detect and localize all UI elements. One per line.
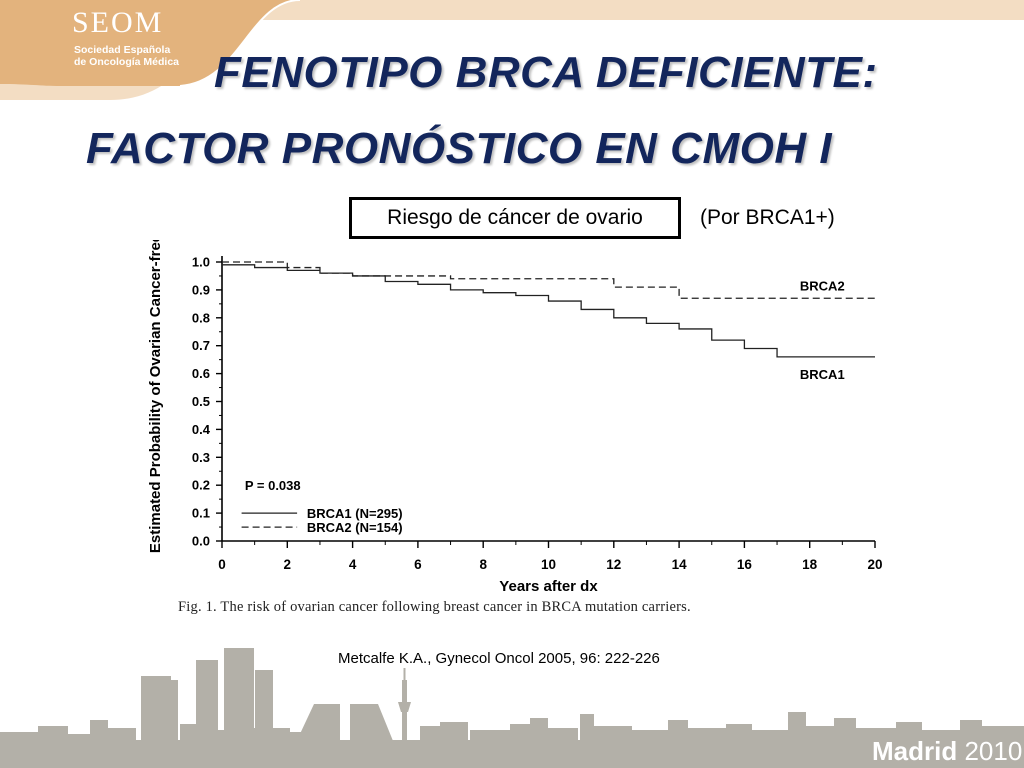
series-label-brca1: BRCA1	[800, 367, 845, 382]
skyline-building	[180, 724, 200, 768]
banner-edge-stroke	[179, 0, 301, 87]
x-tick-label: 4	[349, 557, 357, 572]
logo-subtitle-line1: Sociedad Española	[74, 44, 171, 56]
legend-label: BRCA2 (N=154)	[307, 520, 403, 535]
skyline-building	[66, 734, 92, 768]
y-tick-label: 1.0	[192, 255, 210, 270]
x-axis-label: Years after dx	[499, 578, 598, 595]
side-label: (Por BRCA1+)	[700, 206, 835, 229]
figure-caption: Fig. 1. The risk of ovarian cancer follo…	[178, 599, 691, 615]
chart-labels: 0.0 0.1 0.2 0.3 0.4 0.5 0.6 0.7 0.8 0.9 1.0 0 2 4 6 8 10…	[147, 240, 883, 595]
y-tick-label: 0.5	[192, 394, 210, 409]
x-tick-label: 2	[284, 557, 292, 572]
km-chart: 0.0 0.1 0.2 0.3 0.4 0.5 0.6 0.7 0.8 0.9 1.0 0 2 4 6 8 10…	[147, 240, 883, 595]
series-label-brca2: BRCA2	[800, 278, 845, 293]
skyline-building	[896, 722, 922, 768]
skyline-building	[38, 726, 68, 768]
x-tick-label: 20	[867, 557, 882, 572]
skyline-antenna-tower	[402, 680, 407, 768]
y-tick-label: 0.6	[192, 366, 210, 381]
p-value-annotation: P = 0.038	[245, 478, 301, 493]
skyline-building	[632, 730, 668, 768]
skyline-building	[592, 726, 632, 768]
seom-banner	[0, 0, 1024, 100]
legend-label: BRCA1 (N=295)	[307, 506, 403, 521]
x-tick-label: 12	[606, 557, 621, 572]
y-tick-label: 0.0	[192, 534, 210, 549]
y-axis-label: Estimated Probability of Ovarian Cancer-…	[147, 240, 164, 553]
skyline-building	[0, 732, 40, 768]
skyline-building	[788, 712, 806, 768]
skyline-building	[726, 724, 752, 768]
skyline-building	[804, 726, 834, 768]
chart-axes	[216, 256, 876, 548]
y-tick-label: 0.7	[192, 338, 210, 353]
logo-title: SEOM	[72, 6, 164, 39]
footer-year: 2010	[964, 736, 1023, 766]
logo-subtitle-line2: de Oncología Médica	[74, 56, 180, 68]
skyline-building	[580, 714, 594, 768]
x-tick-label: 8	[479, 557, 487, 572]
banner-dark-band	[0, 0, 300, 86]
y-tick-label: 0.2	[192, 478, 210, 493]
x-tick-label: 16	[737, 557, 753, 572]
skyline-building	[510, 724, 532, 768]
skyline-building	[90, 720, 108, 768]
skyline-building	[686, 728, 726, 768]
y-tick-label: 0.1	[192, 506, 210, 521]
y-tick-label: 0.9	[192, 282, 210, 297]
skyline-tower	[196, 660, 218, 768]
skyline-leaning-tower	[284, 704, 340, 768]
skyline-building	[440, 722, 468, 768]
skyline-building	[530, 718, 548, 768]
skyline-building	[922, 730, 962, 768]
x-tick-label: 0	[218, 557, 226, 572]
skyline-building	[106, 728, 136, 768]
boxed-label: Riesgo de cáncer de ovario	[349, 197, 681, 239]
skyline-building	[982, 726, 1024, 768]
skyline-antenna-pod	[398, 702, 411, 712]
skyline-buildings	[0, 648, 1024, 768]
skyline-building	[960, 720, 982, 768]
footer-city: Madrid	[872, 736, 958, 766]
slide-title-line1: FENOTIPO BRCA DEFICIENTE:	[214, 48, 878, 97]
x-tick-label: 18	[802, 557, 818, 572]
y-tick-label: 0.4	[192, 422, 211, 437]
citation: Metcalfe K.A., Gynecol Oncol 2005, 96: 2…	[338, 650, 660, 667]
skyline-leaning-tower	[350, 704, 404, 768]
skyline-building	[834, 718, 856, 768]
skyline-building	[668, 720, 688, 768]
skyline-building	[420, 726, 442, 768]
skyline-building	[548, 728, 578, 768]
skyline-antenna-mast	[403, 668, 406, 682]
slide-title-line2: FACTOR PRONÓSTICO EN CMOH I	[86, 124, 833, 173]
logo-subtitle: Sociedad Española de Oncología Médica	[74, 44, 179, 68]
chart-series	[222, 261, 875, 358]
skyline-building	[470, 730, 510, 768]
skyline-building	[752, 730, 788, 768]
footer-madrid: Madrid 2010	[872, 736, 1022, 767]
skyline-building	[856, 728, 896, 768]
series-line-brca1	[222, 264, 875, 358]
madrid-skyline	[0, 648, 1024, 768]
skyline-tower	[255, 670, 273, 768]
skyline-tower	[166, 680, 178, 768]
y-tick-label: 0.3	[192, 450, 210, 465]
y-tick-label: 0.8	[192, 310, 210, 325]
x-tick-label: 14	[672, 557, 688, 572]
skyline-tower	[224, 648, 254, 768]
x-tick-label: 6	[414, 557, 422, 572]
series-line-brca2	[222, 261, 875, 299]
x-tick-label: 10	[541, 557, 556, 572]
